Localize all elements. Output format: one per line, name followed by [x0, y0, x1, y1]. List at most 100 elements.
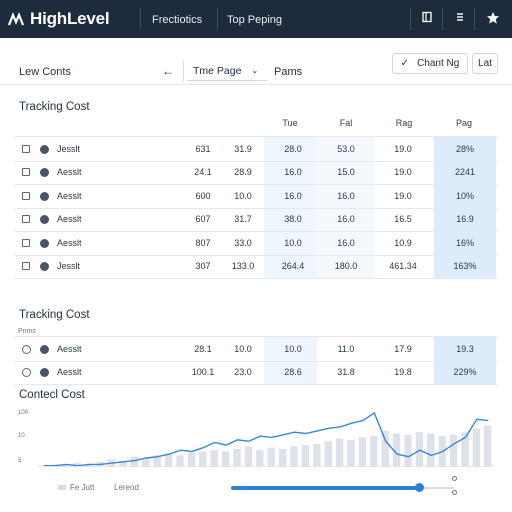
- chart-line: [43, 411, 489, 467]
- chart-bar: [392, 433, 401, 467]
- table2-header-border: [14, 336, 498, 337]
- y-tick-label: 10: [18, 433, 25, 439]
- column-header-fal[interactable]: Fal: [339, 118, 353, 128]
- chart-bar: [187, 452, 196, 467]
- table-cell: 17.9: [394, 343, 412, 354]
- table-cell: 16.5: [394, 214, 412, 225]
- chart-bar: [130, 456, 139, 467]
- chart-bar: [244, 446, 253, 467]
- table-cell: 28.1: [194, 343, 212, 354]
- table-cell: 163%: [453, 261, 477, 272]
- table-cell: 19.3: [456, 343, 474, 354]
- row-divider: [14, 207, 498, 209]
- table-cell: 10.0: [284, 343, 302, 354]
- chart-bar: [278, 448, 287, 467]
- cost-chart: [38, 411, 494, 467]
- row-checkbox[interactable]: [22, 238, 30, 247]
- nav-tab-2[interactable]: Top Peping: [227, 14, 283, 26]
- toolbar-divider: [183, 60, 184, 82]
- toolbar-bottom-border: [0, 84, 512, 85]
- row-checkbox[interactable]: [22, 215, 30, 224]
- table2-subtitle: Pnms: [18, 328, 36, 335]
- star-icon[interactable]: [485, 11, 501, 27]
- range-knob-bottom[interactable]: [452, 490, 457, 495]
- row-label: Aesslt: [57, 190, 82, 201]
- column-shade-tue-2: [264, 336, 317, 384]
- table-cell: 631: [195, 143, 211, 154]
- chart-bar: [370, 436, 378, 467]
- list-button[interactable]: Lat: [472, 53, 498, 74]
- page-select-value: Tme Page: [193, 64, 242, 77]
- chart-options-button[interactable]: ✓ Chant Ng: [392, 53, 468, 74]
- row-label: Aesslt: [57, 214, 82, 225]
- chart-bar: [358, 437, 367, 467]
- back-arrow-icon[interactable]: ←: [162, 64, 174, 78]
- row-divider: [14, 360, 498, 362]
- chart-bar: [427, 433, 435, 467]
- page-title: Lew Conts: [19, 66, 71, 78]
- row-radio[interactable]: [22, 344, 31, 354]
- chart-bar: [347, 439, 355, 467]
- table-cell: 600: [195, 190, 211, 201]
- params-link[interactable]: Pams: [274, 66, 303, 78]
- brand-name: HighLevel: [30, 9, 110, 28]
- column-header-pag[interactable]: Pag: [455, 118, 472, 128]
- table2-title: Tracking Cost: [19, 309, 90, 321]
- table-header-border: [14, 136, 498, 137]
- range-slider-track[interactable]: [231, 486, 419, 490]
- legend-label: Fe Jutt: [70, 483, 95, 492]
- table-cell: 180.0: [334, 261, 358, 272]
- nav-divider: [217, 8, 218, 30]
- page-select[interactable]: Tme Page ⌄: [187, 61, 267, 81]
- table-cell: 24.1: [194, 167, 212, 178]
- chart-bar: [256, 450, 264, 467]
- range-knob-top[interactable]: [452, 476, 457, 481]
- row-checkbox[interactable]: [22, 144, 30, 153]
- row-radio[interactable]: [22, 368, 31, 378]
- chart-bar: [404, 434, 412, 467]
- list-button-label: Lat: [478, 58, 492, 69]
- table-cell: 264.4: [281, 261, 305, 272]
- chart-bar: [267, 447, 275, 467]
- column-header-tue[interactable]: Tue: [282, 118, 298, 128]
- row-label: Aesslt: [57, 167, 82, 178]
- row-label: Aesslt: [57, 343, 82, 354]
- table-cell: 10.0: [234, 190, 252, 201]
- highlevel-logo-icon: [8, 12, 25, 26]
- nav-divider: [442, 8, 443, 30]
- avatar: [40, 168, 49, 178]
- chart-bar: [461, 432, 469, 467]
- table-cell: 16.0: [337, 190, 355, 201]
- row-checkbox[interactable]: [22, 168, 30, 177]
- chart-bar: [142, 457, 150, 467]
- chart-bar: [199, 451, 207, 467]
- chart-bar: [313, 443, 321, 467]
- table-cell: 461.34: [389, 261, 417, 272]
- table-cell: 807: [195, 237, 211, 248]
- column-header-rag[interactable]: Rag: [395, 118, 413, 128]
- window-icon[interactable]: [419, 11, 435, 27]
- table-cell: 38.0: [284, 214, 302, 225]
- legend-item-2[interactable]: Lereod: [114, 483, 139, 492]
- table-cell: 28.0: [284, 143, 302, 154]
- avatar: [40, 368, 49, 378]
- table-cell: 11.0: [337, 343, 355, 354]
- table-cell: 53.0: [337, 143, 355, 154]
- chart-bar: [335, 438, 344, 467]
- table-cell: 16.0: [284, 190, 302, 201]
- row-divider: [14, 160, 498, 162]
- brand-logo[interactable]: HighLevel: [8, 9, 110, 29]
- range-slider-thumb[interactable]: [415, 483, 424, 492]
- chart-bar: [62, 464, 70, 467]
- legend-item-1[interactable]: Fe Jutt: [58, 483, 94, 492]
- row-checkbox[interactable]: [22, 262, 30, 271]
- menu-icon[interactable]: [452, 11, 468, 27]
- row-checkbox[interactable]: [22, 191, 30, 200]
- chart-bar: [324, 441, 332, 467]
- table-cell: 607: [195, 214, 211, 225]
- nav-tab-1[interactable]: Frectiotics: [152, 14, 203, 26]
- check-icon: ✓: [400, 58, 410, 69]
- chart-bar: [221, 451, 230, 467]
- chart-bar: [233, 448, 241, 467]
- avatar: [40, 144, 49, 154]
